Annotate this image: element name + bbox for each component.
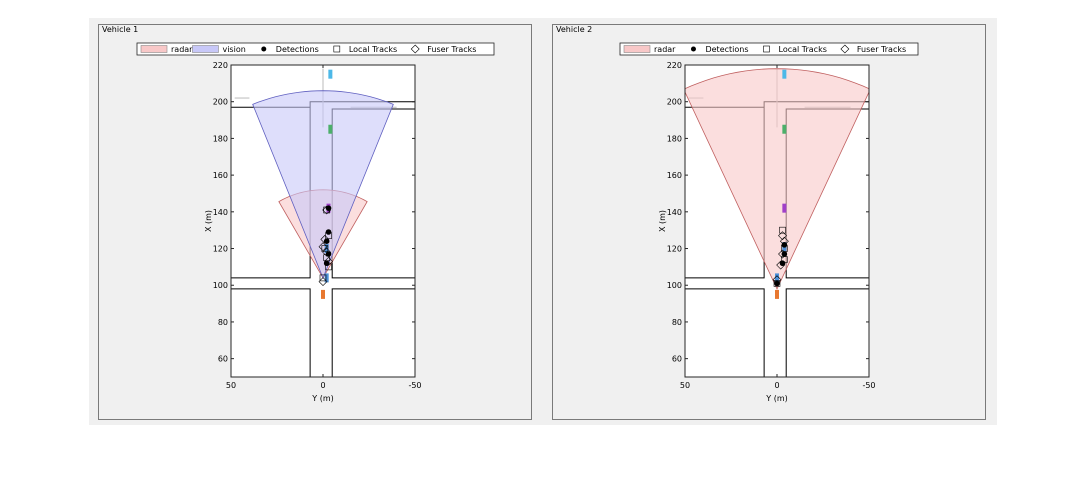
plot-content (231, 68, 415, 377)
x-axis-label: Y (m) (311, 394, 333, 403)
legend-label: Fuser Tracks (857, 45, 906, 54)
local-track-marker (779, 226, 786, 234)
vehicle (328, 124, 333, 134)
y-tick-label: 120 (667, 245, 682, 254)
road-edge (231, 288, 311, 377)
y-tick-label: 100 (667, 281, 682, 290)
vehicle (782, 69, 787, 79)
fuser-track-marker (318, 277, 328, 286)
legend-marker-fuser-track (410, 44, 420, 54)
detection-point (325, 251, 332, 257)
vehicle (321, 289, 325, 299)
y-tick-label: 160 (213, 171, 228, 180)
y-tick-label: 220 (667, 61, 682, 70)
vehicle (324, 273, 329, 283)
detection-point (323, 260, 330, 267)
legend-marker-detection (690, 46, 696, 52)
local-track-marker (321, 245, 329, 252)
detection-point (781, 242, 788, 248)
vehicle (775, 289, 779, 299)
legend-label: vision (222, 45, 245, 54)
local-track-marker (773, 280, 781, 287)
coverage-vision (252, 90, 394, 279)
legend-marker-detection (261, 46, 267, 52)
y-tick-label: 220 (213, 61, 228, 70)
detection-point (325, 229, 332, 235)
y-axis-label: X (m) (658, 210, 667, 232)
road-edge (685, 288, 765, 377)
detection-point (325, 205, 332, 211)
legend-label: Detections (705, 45, 748, 54)
legend-marker-local-track (333, 45, 341, 53)
y-tick-label: 160 (667, 171, 682, 180)
legend-label: Fuser Tracks (427, 45, 476, 54)
y-tick-label: 80 (218, 318, 228, 327)
y-axis-label: X (m) (204, 210, 213, 232)
y-tick-label: 120 (213, 245, 228, 254)
y-tick-label: 100 (213, 281, 228, 290)
y-tick-label: 180 (213, 134, 228, 143)
coverage-radar (685, 68, 869, 290)
legend-label: Local Tracks (349, 45, 397, 54)
detection-point (323, 238, 330, 244)
x-tick-label: 50 (680, 381, 690, 390)
legend-label: Local Tracks (779, 45, 827, 54)
x-tick-label: 50 (226, 381, 236, 390)
y-tick-label: 200 (213, 98, 228, 107)
local-track-marker (319, 274, 327, 282)
legend-swatch-radar (623, 45, 651, 53)
detection-point (781, 251, 788, 257)
legend-swatch-radar (140, 45, 168, 53)
legend-marker-local-track (763, 45, 770, 53)
y-tick-label: 140 (667, 208, 682, 217)
legend-swatch-vision (192, 45, 219, 53)
x-tick-label: -50 (862, 381, 875, 390)
road-edge (785, 288, 869, 377)
legend-box (136, 42, 495, 56)
y-tick-label: 200 (667, 98, 682, 107)
plot-content (685, 68, 869, 377)
y-tick-label: 140 (213, 208, 228, 217)
x-tick-label: -50 (408, 381, 421, 390)
panel-title: Vehicle 2 (556, 25, 593, 34)
fuser-track-marker (324, 256, 333, 266)
y-tick-label: 80 (672, 318, 682, 327)
detection-point (779, 260, 786, 267)
fuser-track-marker (322, 247, 332, 257)
y-tick-label: 60 (672, 355, 682, 364)
legend-label: Detections (276, 45, 319, 54)
plot-area-2 (684, 64, 870, 378)
vehicle (782, 124, 787, 134)
fuser-track-marker (778, 231, 787, 241)
fuser-track-marker (320, 234, 330, 244)
vehicle (328, 69, 333, 79)
plot-area-1 (230, 64, 416, 378)
detection-point (774, 280, 780, 287)
legend-label: radar (654, 45, 676, 54)
road-edge (331, 288, 415, 377)
x-tick-label: 0 (774, 381, 779, 390)
x-axis-label: Y (m) (765, 394, 787, 403)
y-tick-label: 180 (667, 134, 682, 143)
legend-marker-fuser-track (840, 44, 850, 54)
vehicle (775, 273, 779, 283)
legend-label: radar (171, 45, 193, 54)
panel-title: Vehicle 1 (102, 25, 139, 34)
x-tick-label: 0 (320, 381, 325, 390)
y-tick-label: 60 (218, 355, 228, 364)
vehicle (782, 203, 787, 213)
